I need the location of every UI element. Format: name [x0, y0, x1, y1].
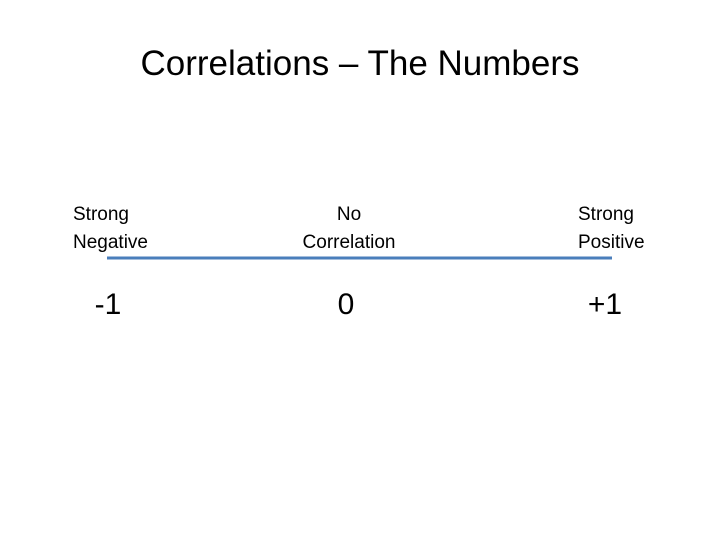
label-line: Negative — [73, 232, 148, 253]
scale-value: 0 — [337, 288, 355, 321]
label-line: Strong — [578, 204, 634, 225]
scale-value: -1 — [94, 288, 122, 321]
scale-label: Strong Positive — [578, 201, 645, 257]
slide-title: Correlations – The Numbers — [140, 44, 580, 83]
label-line: Strong — [73, 204, 129, 225]
scale-value: +1 — [587, 288, 623, 321]
label-line: No — [336, 204, 362, 225]
label-line: Correlation — [302, 232, 396, 253]
scale-label: No Correlation — [269, 201, 429, 257]
scale-label: Strong Negative — [73, 201, 148, 257]
label-line: Positive — [578, 232, 645, 253]
